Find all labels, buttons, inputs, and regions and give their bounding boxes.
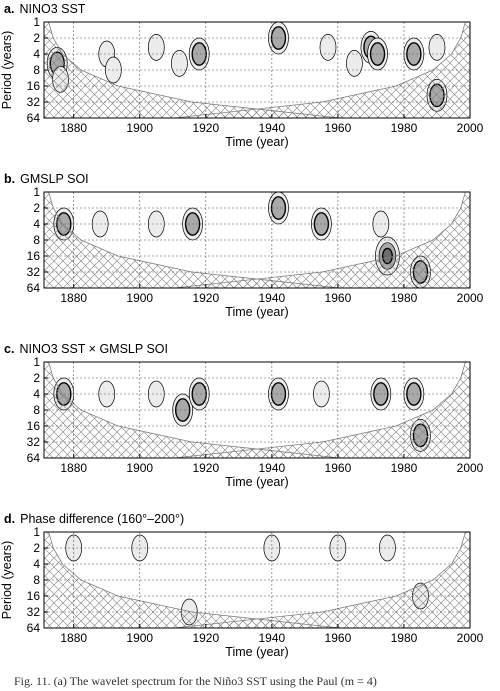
y-tick-label: 1 — [33, 355, 40, 369]
x-tick-label: 1960 — [325, 461, 352, 475]
x-tick-label: 1880 — [60, 631, 87, 645]
panel-letter: c. — [4, 342, 15, 356]
panel-c: c. NINO3 SST × GMSLP SOI — [0, 340, 500, 510]
contour-blob — [98, 380, 116, 408]
y-tick-label: 8 — [33, 63, 40, 77]
panel-title-text: NINO3 SST × GMSLP SOI — [19, 342, 168, 356]
x-axis-label: Time (year) — [225, 645, 288, 659]
panel-title: c. NINO3 SST × GMSLP SOI — [4, 342, 168, 356]
chart-3: 1880 1900 1920 1940 1960 1980 2000 1 2 4 8 16 32 64 Ti… — [27, 355, 484, 489]
y-tick-label: 8 — [33, 403, 40, 417]
y-tick-label: 32 — [27, 605, 41, 619]
plot-area — [44, 22, 470, 118]
panel-letter: b. — [4, 172, 16, 186]
panel-a: a. NINO3 SST — [0, 0, 500, 170]
y-tick-label: 64 — [27, 451, 41, 465]
x-tick-label: 1940 — [259, 291, 286, 305]
x-tick-label: 1880 — [60, 121, 87, 135]
x-tick-label: 1900 — [126, 631, 153, 645]
x-tick-label: 2000 — [457, 121, 484, 135]
x-tick-label: 1940 — [259, 461, 286, 475]
y-tick-label: 4 — [33, 387, 40, 401]
y-tick-label: 8 — [33, 233, 40, 247]
x-tick-label: 2000 — [457, 461, 484, 475]
contour-blob — [171, 50, 188, 77]
x-tick-label: 2000 — [457, 291, 484, 305]
plot-area — [44, 362, 470, 458]
panel-title: a. NINO3 SST — [4, 2, 85, 16]
panel-title: d. Phase difference (160°–200°) — [4, 512, 184, 526]
coi-left — [44, 362, 340, 458]
panel-title-text: GMSLP SOI — [20, 172, 89, 186]
coi-right — [174, 22, 470, 118]
x-tick-label: 1920 — [192, 461, 219, 475]
y-axis-label: Period (years) — [0, 31, 14, 110]
y-tick-label: 2 — [33, 201, 40, 215]
panel-letter: a. — [4, 2, 15, 16]
coi-right — [174, 192, 470, 288]
y-tick-label: 32 — [27, 95, 41, 109]
y-tick-label: 32 — [27, 435, 41, 449]
x-tick-label: 1960 — [325, 291, 352, 305]
panel-d: d. Phase difference (160°–200°) — [0, 510, 500, 670]
figure-caption: Fig. 11. (a) The wavelet spectrum for th… — [14, 674, 377, 688]
y-tick-label: 4 — [33, 47, 40, 61]
y-tick-label: 2 — [33, 31, 40, 45]
y-tick-label: 16 — [27, 419, 41, 433]
coi-right — [174, 532, 470, 628]
x-tick-label: 1960 — [325, 121, 352, 135]
y-tick-label: 1 — [33, 525, 40, 539]
x-tick-label: 1920 — [192, 631, 219, 645]
x-tick-label: 1900 — [126, 291, 153, 305]
contour-blob — [346, 50, 363, 77]
y-tick-label: 64 — [27, 111, 41, 125]
coi-left — [44, 22, 340, 118]
y-tick-label: 8 — [33, 573, 40, 587]
x-tick-label: 1900 — [126, 461, 153, 475]
y-tick-label: 64 — [27, 281, 41, 295]
x-axis-label: Time (year) — [225, 305, 288, 319]
chart-2: 1880 1900 1920 1940 1960 1980 2000 1 2 4 8 16 32 64 Ti… — [27, 185, 484, 319]
y-tick-label: 2 — [33, 541, 40, 555]
x-tick-label: 1960 — [325, 631, 352, 645]
y-tick-label: 4 — [33, 217, 40, 231]
y-tick-label: 16 — [27, 249, 41, 263]
y-tick-label: 64 — [27, 621, 41, 635]
x-tick-label: 2000 — [457, 631, 484, 645]
panel-title-text: NINO3 SST — [19, 2, 86, 16]
chart-1: 1880 1900 1920 1940 1960 1980 2000 1 2 4 8 16 32 64 Ti… — [0, 15, 484, 149]
x-axis-label: Time (year) — [225, 475, 288, 489]
chart-4: 1880 1900 1920 1940 1960 1980 2000 1 2 4 8 16 32 64 Ti… — [0, 525, 484, 659]
y-axis-label: Period (years) — [0, 541, 14, 620]
x-tick-label: 1940 — [259, 121, 286, 135]
y-tick-label: 16 — [27, 79, 41, 93]
x-tick-label: 1880 — [60, 291, 87, 305]
coi-left — [44, 192, 340, 288]
x-tick-label: 1980 — [391, 121, 418, 135]
panel-letter: d. — [4, 512, 16, 526]
y-tick-label: 32 — [27, 265, 41, 279]
x-axis-label: Time (year) — [225, 135, 288, 149]
x-tick-label: 1920 — [192, 291, 219, 305]
y-tick-label: 16 — [27, 589, 41, 603]
y-tick-label: 4 — [33, 557, 40, 571]
y-tick-label: 1 — [33, 15, 40, 29]
x-tick-label: 1980 — [391, 631, 418, 645]
y-tick-label: 2 — [33, 371, 40, 385]
panel-b: b. GMSLP SOI — [0, 170, 500, 340]
x-tick-label: 1980 — [391, 291, 418, 305]
x-tick-label: 1940 — [259, 631, 286, 645]
x-tick-label: 1880 — [60, 461, 87, 475]
coi-right — [174, 362, 470, 458]
y-tick-label: 1 — [33, 185, 40, 199]
panel-title: b. GMSLP SOI — [4, 172, 89, 186]
contour-blob — [379, 534, 396, 562]
panel-title-text: Phase difference (160°–200°) — [20, 512, 185, 526]
x-tick-label: 1980 — [391, 461, 418, 475]
x-tick-label: 1900 — [126, 121, 153, 135]
coi-left — [44, 532, 340, 628]
x-tick-label: 1920 — [192, 121, 219, 135]
